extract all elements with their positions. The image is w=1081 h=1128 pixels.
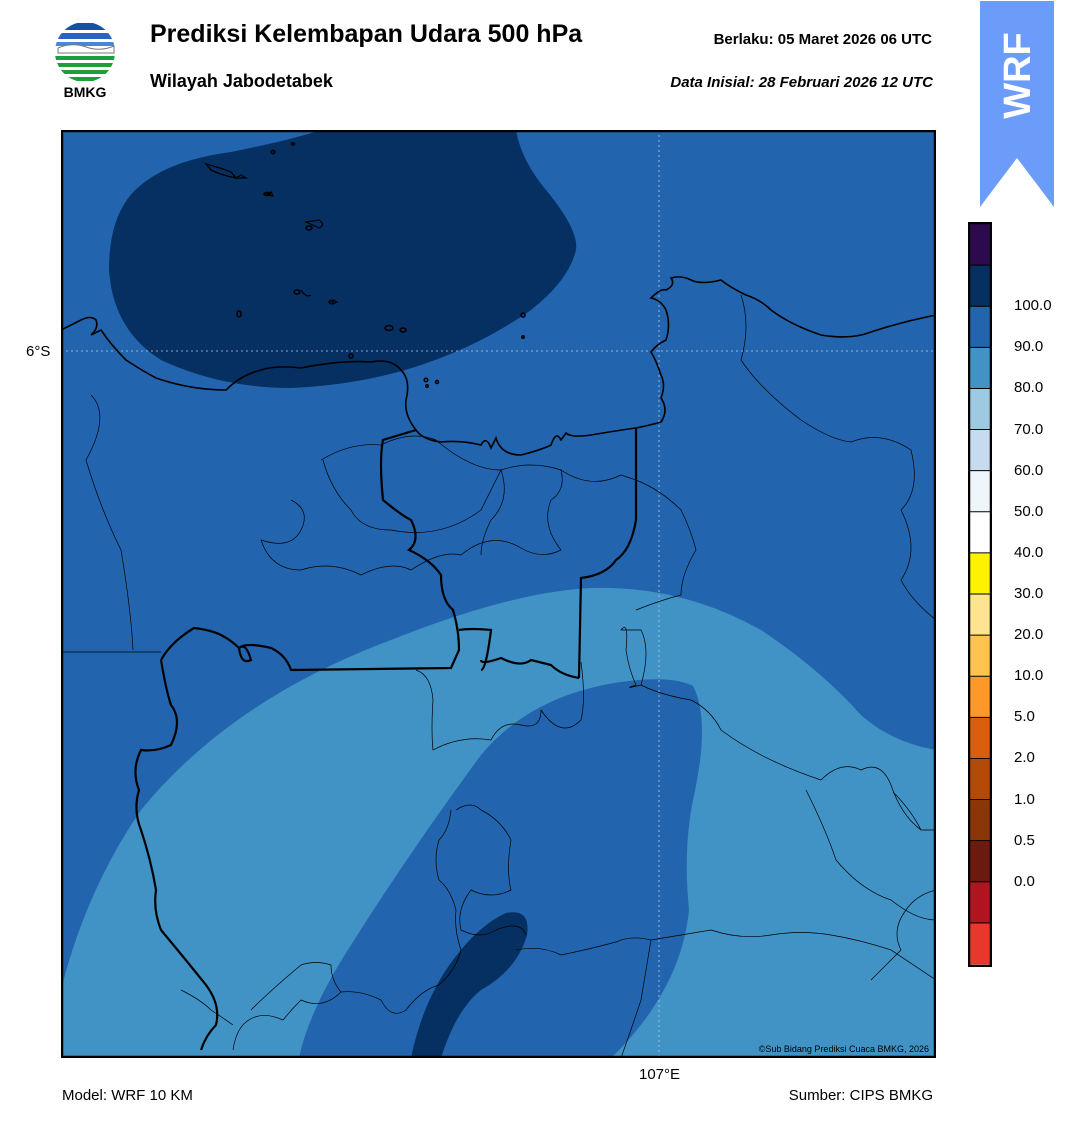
colorbar-swatch [969,552,991,595]
lon-label-107e: 107°E [639,1066,681,1083]
wrf-badge [980,1,1054,207]
colorbar-tick-label: 0.0 [1014,872,1035,890]
page-title: Prediksi Kelembapan Udara 500 hPa [150,20,583,48]
wrf-badge-text-wrap: WRF [983,10,1053,140]
colorbar-swatch [969,840,991,883]
band-90-100-north [109,132,577,388]
coastline [63,162,934,456]
colorbar-swatch [969,224,991,266]
colorbar-tick-label: 50.0 [1014,502,1044,520]
colorbar-swatch [969,511,991,554]
colorbar-tick-label: 30.0 [1014,585,1044,602]
district-boundaries [63,294,934,1056]
colorbar-tick-label: 80.0 [1014,379,1044,397]
colorbar-swatch [969,306,991,348]
colorbar-swatch [969,265,991,307]
colorbar-tick-label: 70.0 [1014,420,1044,438]
source-label: Sumber: CIPS BMKG [788,1087,933,1104]
colorbar-tick-label: 5.0 [1014,708,1035,726]
model-label: Model: WRF 10 KM [62,1087,193,1104]
colorbar-swatch [969,676,991,718]
band-80-90-south [299,679,702,1056]
colorbar-swatch [969,470,991,513]
colorbar-swatch [969,922,991,965]
bmkg-logo-icon [55,22,115,82]
colorbar-tick-label: 20.0 [1014,626,1044,644]
colorbar-swatch [969,717,991,759]
colorbar-tick-label: 1.0 [1014,790,1035,808]
islands [236,142,526,388]
initial-time: Data Inisial: 28 Februari 2026 12 UTC [670,74,933,91]
map-frame [61,130,936,1058]
colorbar-tick-label: 0.5 [1014,831,1035,849]
band-90-100-south [411,912,528,1056]
valid-time: Berlaku: 05 Maret 2026 06 UTC [713,31,932,48]
colorbar [968,222,992,967]
colorbar-swatch [969,594,991,636]
lat-label-6s: 6°S [26,343,51,360]
colorbar-tick-label: 100.0 [1014,297,1052,315]
colorbar-tick-label: 10.0 [1014,667,1044,685]
colorbar-tick-label: 60.0 [1014,461,1044,479]
colorbar-swatch [969,347,991,389]
colorbar-tick-label: 2.0 [1014,749,1035,767]
colorbar-swatch [969,429,991,472]
wrf-badge-text: WRF [996,31,1039,119]
colorbar-tick-label: 40.0 [1014,543,1044,561]
colorbar-swatch [969,758,991,801]
region-subtitle: Wilayah Jabodetabek [150,71,333,91]
colorbar-swatch [969,635,991,677]
colorbar-swatch [969,388,991,431]
colorbar-swatch [969,799,991,842]
colorbar-swatch [969,881,991,924]
logo-text: BMKG [63,84,107,100]
map-copyright: ©Sub Bidang Prediksi Cuaca BMKG, 2026 [759,1044,929,1054]
humidity-map: ©Sub Bidang Prediksi Cuaca BMKG, 2026 [61,130,936,1058]
province-boundaries [134,428,638,1051]
colorbar-tick-label: 90.0 [1014,338,1044,356]
